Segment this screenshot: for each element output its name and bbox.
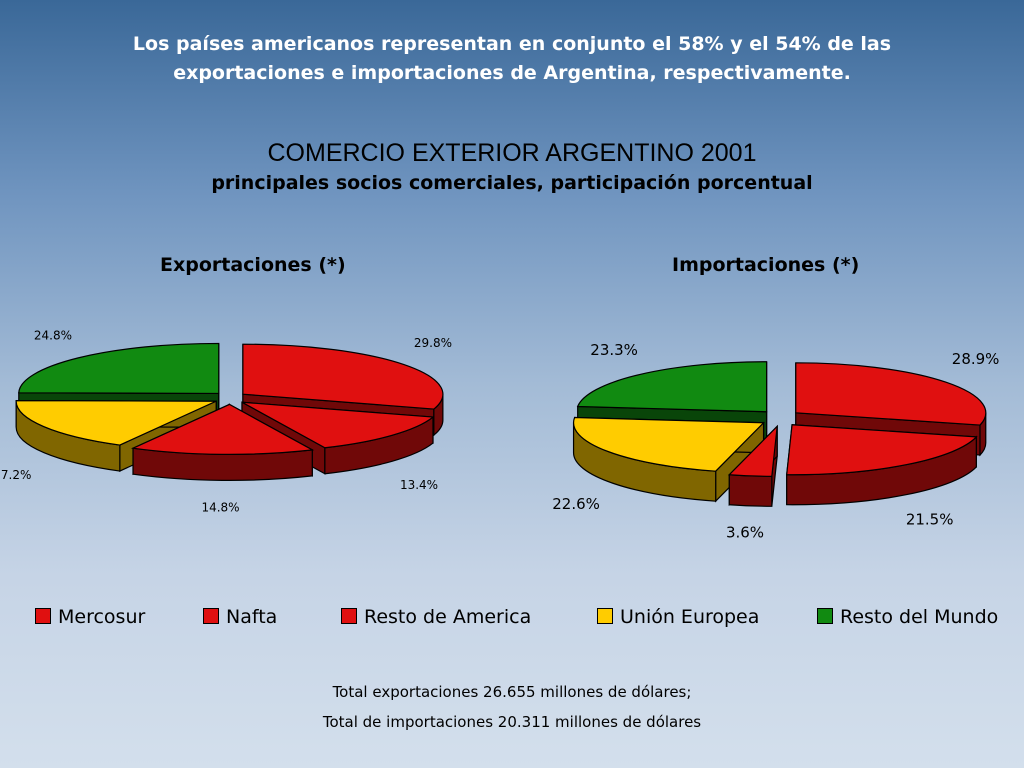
imports-label-nafta: 21.5% xyxy=(906,511,954,529)
exports-slice-resto-de-america xyxy=(130,403,315,481)
exports-label-resto-del-mundo: 24.8% xyxy=(34,328,72,342)
imports-slice-resto-de-america xyxy=(727,424,778,507)
legend-swatch-resto-america xyxy=(341,608,357,624)
legend-item-nafta: Nafta xyxy=(203,606,277,628)
exports-pie xyxy=(15,342,444,481)
legend-item-resto-mundo: Resto del Mundo xyxy=(817,606,998,628)
exports-label-nafta: 13.4% xyxy=(400,478,438,492)
legend-label-mercosur: Mercosur xyxy=(58,606,146,628)
imports-label-resto-de-america: 3.6% xyxy=(726,524,764,542)
headline-line-2: exportaciones e importaciones de Argenti… xyxy=(173,62,851,84)
headline-line-1: Los países americanos representan en con… xyxy=(132,33,892,55)
exports-pie-title: Exportaciones (*) xyxy=(160,254,346,276)
legend-item-mercosur: Mercosur xyxy=(35,606,145,628)
imports-slice-nafta xyxy=(786,424,978,506)
legend-swatch-mercosur xyxy=(35,608,51,624)
chart-title: COMERCIO EXTERIOR ARGENTINO 2001 xyxy=(267,139,757,167)
legend-label-resto-mundo: Resto del Mundo xyxy=(840,606,999,628)
legend-label-resto-america: Resto de America xyxy=(364,606,532,628)
imports-pie-title: Importaciones (*) xyxy=(672,254,860,276)
legend-item-resto-america: Resto de America xyxy=(341,606,531,628)
exports-label-resto-de-america: 14.8% xyxy=(201,500,239,514)
imports-label-resto-del-mundo: 23.3% xyxy=(590,341,638,359)
legend-swatch-union-europea xyxy=(597,608,613,624)
imports-label-union-europea: 22.6% xyxy=(552,495,600,513)
chart-subtitle: principales socios comerciales, particip… xyxy=(211,172,813,194)
legend-swatch-nafta xyxy=(203,608,219,624)
exports-label-mercosur: 29.8% xyxy=(414,336,452,350)
exports-label-union-europea: 17.2% xyxy=(0,468,31,482)
footer-total-exports: Total exportaciones 26.655 millones de d… xyxy=(332,683,692,701)
imports-pie xyxy=(572,361,987,507)
legend-label-union-europea: Unión Europea xyxy=(620,606,760,628)
imports-label-mercosur: 28.9% xyxy=(952,350,1000,368)
legend-swatch-resto-mundo xyxy=(817,608,833,624)
legend-label-nafta: Nafta xyxy=(226,606,278,628)
imports-slice-union-europea xyxy=(572,416,765,503)
legend-item-union-europea: Unión Europea xyxy=(597,606,759,628)
footer-total-imports: Total de importaciones 20.311 millones d… xyxy=(322,713,702,731)
